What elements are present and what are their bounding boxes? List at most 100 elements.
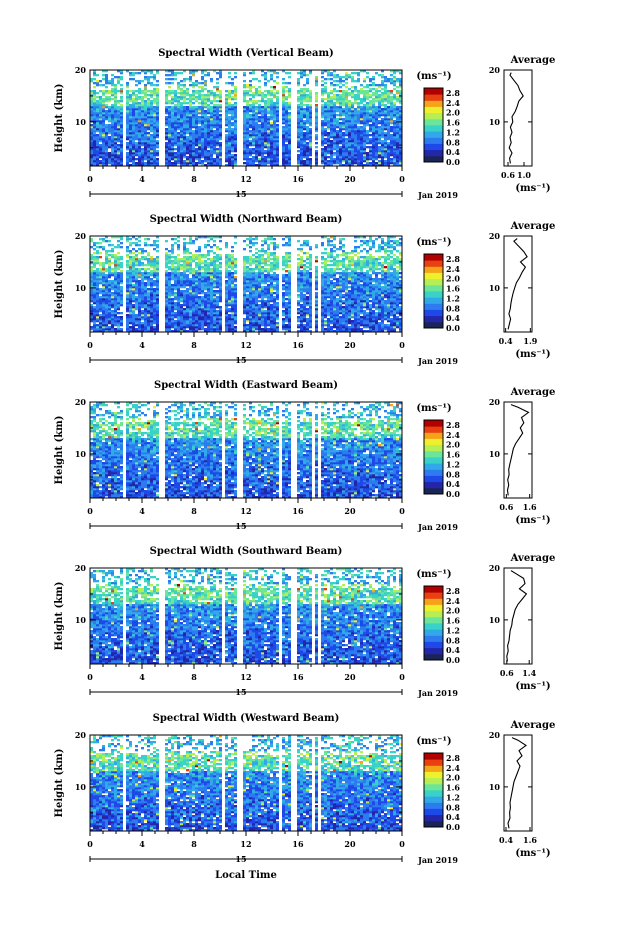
heatmap-cell (114, 306, 117, 309)
heatmap-cell (219, 110, 222, 113)
heatmap-cell (219, 150, 222, 153)
heatmap-cell (393, 120, 396, 123)
heatmap-cell (339, 148, 342, 151)
heatmap-cell (90, 80, 93, 83)
heatmap-cell (138, 262, 141, 265)
heatmap-cell (339, 158, 342, 161)
heatmap-cell (96, 122, 99, 125)
heatmap-cell (273, 120, 276, 123)
heatmap-cell (315, 154, 318, 157)
heatmap-cell (120, 274, 123, 277)
heatmap-cell (120, 242, 123, 245)
heatmap-cell (99, 114, 102, 117)
heatmap-cell (363, 132, 366, 135)
heatmap-cell (327, 70, 330, 73)
heatmap-cell (102, 132, 105, 135)
heatmap-cell (114, 258, 117, 261)
heatmap-cell (228, 106, 231, 109)
x-tick-label: 20 (344, 174, 356, 184)
heatmap-cell (189, 142, 192, 145)
heatmap-cell (111, 78, 114, 81)
heatmap-cell (351, 130, 354, 133)
heatmap-cell (258, 152, 261, 155)
heatmap-cell (141, 274, 144, 277)
heatmap-cell (228, 142, 231, 145)
heatmap-cell (168, 162, 171, 165)
heatmap-cell (156, 324, 159, 327)
heatmap-cell (180, 146, 183, 149)
heatmap-cell (153, 242, 156, 245)
heatmap-cell (150, 304, 153, 307)
heatmap-cell (342, 118, 345, 121)
heatmap-cell (357, 120, 360, 123)
heatmap-cell (96, 124, 99, 127)
heatmap-cell (297, 136, 300, 139)
heatmap-cell (99, 314, 102, 317)
heatmap-cell (387, 138, 390, 141)
heatmap-cell (303, 132, 306, 135)
heatmap-cell (339, 152, 342, 155)
heatmap-cell (273, 114, 276, 117)
heatmap-cell (165, 78, 168, 81)
heatmap-cell (321, 150, 324, 153)
heatmap-cell (399, 152, 402, 155)
heatmap-cell (309, 72, 312, 75)
heatmap-cell (147, 276, 150, 279)
heatmap-cell (126, 132, 129, 135)
heatmap-cell (195, 126, 198, 129)
heatmap-cell (249, 108, 252, 111)
heatmap-cell (252, 158, 255, 161)
heatmap-cell (153, 150, 156, 153)
heatmap-cell (303, 150, 306, 153)
heatmap-cell (174, 138, 177, 141)
heatmap-cell (93, 156, 96, 159)
heatmap-cell (354, 116, 357, 119)
heatmap-cell (111, 318, 114, 321)
heatmap-cell (276, 152, 279, 155)
heatmap-cell (117, 282, 120, 285)
heatmap-cell (102, 288, 105, 291)
heatmap-cell (156, 92, 159, 95)
heatmap-cell (366, 152, 369, 155)
heatmap-cell (93, 158, 96, 161)
heatmap-cell (189, 294, 192, 297)
heatmap-cell (375, 128, 378, 131)
heatmap-cell (309, 124, 312, 127)
heatmap-cell (351, 106, 354, 109)
heatmap-cell (288, 104, 291, 107)
heatmap-cell (234, 158, 237, 161)
heatmap-cell (126, 160, 129, 163)
heatmap-cell (156, 84, 159, 87)
heatmap-cell (228, 124, 231, 127)
heatmap-cell (363, 86, 366, 89)
heatmap-cell (357, 122, 360, 125)
heatmap-cell (183, 94, 186, 97)
heatmap-cell (363, 138, 366, 141)
heatmap-cell (255, 142, 258, 145)
heatmap-cell (135, 94, 138, 97)
heatmap-cell (333, 154, 336, 157)
heatmap-cell (393, 158, 396, 161)
heatmap-cell (195, 282, 198, 285)
heatmap-cell (111, 130, 114, 133)
heatmap-cell (153, 264, 156, 267)
heatmap-cell (345, 112, 348, 115)
heatmap-cell (288, 120, 291, 123)
heatmap-cell (186, 276, 189, 279)
heatmap-cell (120, 330, 123, 333)
colorbar-unit: (ms⁻¹) (416, 71, 451, 82)
heatmap-cell (390, 140, 393, 143)
heatmap-cell (393, 114, 396, 117)
heatmap-cell (315, 118, 318, 121)
heatmap-cell (144, 238, 147, 241)
heatmap-cell (186, 152, 189, 155)
heatmap-cell (102, 270, 105, 273)
heatmap-cell (108, 260, 111, 263)
heatmap-cell (249, 104, 252, 107)
heatmap-cell (342, 84, 345, 87)
heatmap-cell (138, 126, 141, 129)
heatmap-cell (126, 262, 129, 265)
heatmap-cell (186, 164, 189, 167)
heatmap-cell (393, 94, 396, 97)
heatmap-cell (177, 270, 180, 273)
